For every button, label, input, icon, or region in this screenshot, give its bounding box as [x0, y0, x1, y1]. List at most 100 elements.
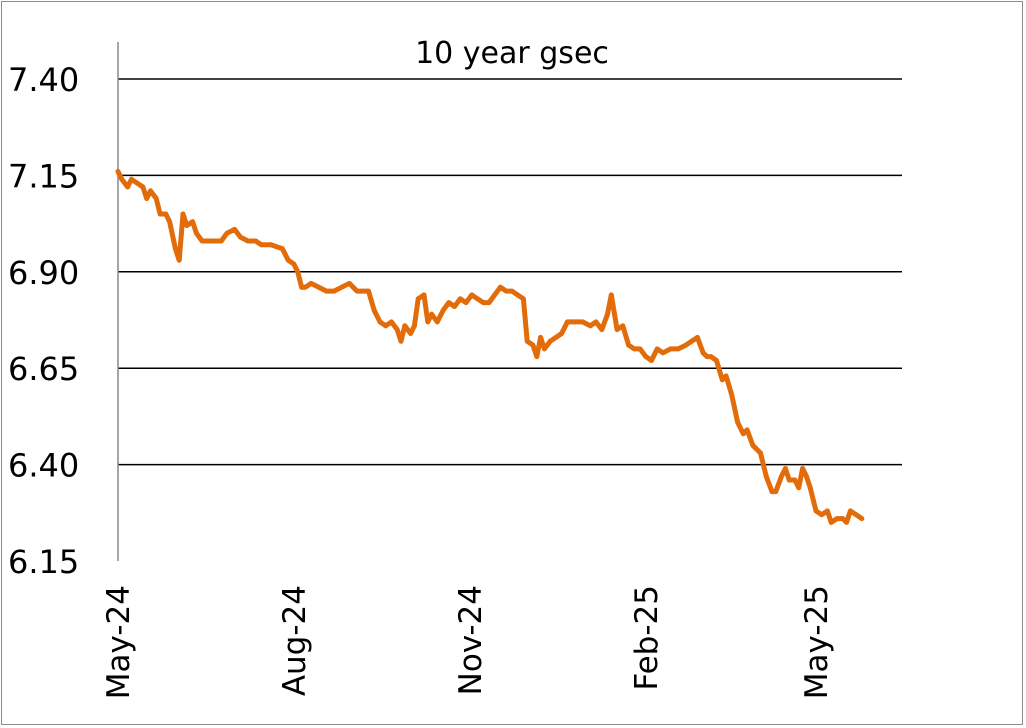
- data-point: [668, 346, 673, 352]
- data-point: [354, 288, 360, 294]
- data-point: [129, 176, 134, 182]
- data-point: [190, 219, 196, 225]
- data-point: [859, 516, 865, 521]
- data-point: [593, 319, 599, 325]
- data-point: [572, 319, 578, 325]
- data-point: [163, 211, 169, 217]
- data-point: [144, 196, 150, 201]
- data-point: [184, 223, 190, 228]
- data-point: [524, 338, 530, 344]
- data-point: [295, 269, 301, 275]
- data-point: [475, 296, 480, 302]
- data-point: [792, 477, 798, 483]
- data-point: [285, 257, 291, 263]
- data-point: [245, 238, 251, 244]
- data-point: [580, 319, 586, 325]
- data-point: [599, 327, 605, 332]
- data-point: [486, 300, 492, 305]
- data-point: [480, 300, 486, 305]
- data-point: [515, 292, 520, 298]
- data-point: [199, 238, 205, 244]
- x-tick-labels: May-24 Aug-24 Nov-24 Feb-25 May-25: [101, 585, 835, 699]
- data-point: [620, 323, 626, 329]
- data-point: [371, 308, 377, 313]
- chart-title: 10 year gsec: [415, 36, 609, 71]
- data-point: [735, 419, 740, 425]
- data-point: [614, 327, 620, 332]
- data-point: [402, 323, 408, 329]
- data-point: [840, 516, 846, 521]
- data-point: [389, 319, 394, 325]
- data-point: [148, 188, 153, 194]
- x-tick-label: Feb-25: [629, 585, 665, 691]
- data-point: [408, 331, 413, 336]
- data-point: [521, 296, 526, 302]
- data-point: [796, 485, 802, 491]
- data-point: [119, 176, 125, 182]
- data-point: [853, 512, 859, 518]
- series-line: [115, 169, 865, 525]
- data-point: [773, 489, 779, 494]
- x-tick-label: Aug-24: [277, 585, 313, 696]
- data-point: [828, 520, 834, 525]
- data-point: [700, 350, 706, 356]
- data-point: [238, 234, 243, 240]
- data-point: [492, 292, 498, 298]
- data-point: [434, 319, 440, 325]
- data-point: [324, 288, 329, 294]
- data-point: [783, 466, 788, 471]
- data-point: [729, 392, 735, 398]
- data-point: [744, 427, 750, 433]
- data-point: [538, 335, 543, 340]
- data-point: [565, 319, 570, 325]
- data-point: [394, 327, 400, 332]
- data-point: [366, 288, 371, 294]
- data-point: [769, 489, 775, 494]
- data-point: [194, 230, 199, 236]
- y-tick-label: 6.40: [8, 447, 79, 485]
- data-point: [740, 431, 746, 437]
- data-point: [779, 473, 784, 479]
- data-point: [498, 284, 503, 290]
- data-point: [675, 346, 681, 352]
- data-point: [446, 300, 452, 305]
- data-point: [660, 350, 666, 356]
- data-point: [457, 296, 463, 302]
- data-point: [280, 246, 285, 252]
- y-tick-label: 6.15: [8, 543, 79, 581]
- data-point: [547, 338, 553, 344]
- data-point: [637, 346, 643, 352]
- data-point: [844, 520, 849, 525]
- data-point: [800, 466, 805, 471]
- data-point: [689, 338, 695, 344]
- x-tick-label: May-24: [101, 585, 137, 699]
- data-point: [232, 227, 238, 232]
- data-point: [415, 296, 421, 302]
- data-point: [452, 304, 457, 309]
- data-point: [804, 473, 809, 479]
- data-point: [253, 238, 259, 244]
- data-point: [377, 319, 383, 325]
- data-point: [421, 292, 427, 298]
- x-tick-label: Nov-24: [453, 585, 489, 695]
- data-point: [714, 358, 719, 363]
- data-point: [299, 284, 304, 290]
- data-point: [719, 377, 725, 383]
- data-point: [503, 288, 509, 294]
- data-point: [704, 354, 710, 359]
- data-point: [268, 242, 274, 248]
- y-tick-label: 6.90: [8, 254, 79, 292]
- data-point: [153, 196, 159, 201]
- data-point: [339, 284, 345, 290]
- data-point: [825, 508, 830, 514]
- y-tick-labels: 7.40 7.15 6.90 6.65 6.40 6.15: [8, 61, 79, 581]
- data-point: [534, 354, 540, 359]
- data-point: [542, 346, 547, 352]
- data-point: [316, 284, 322, 290]
- data-point: [463, 300, 469, 305]
- data-point: [303, 284, 308, 290]
- data-point: [425, 319, 431, 325]
- data-point: [140, 184, 146, 190]
- data-point: [750, 442, 756, 448]
